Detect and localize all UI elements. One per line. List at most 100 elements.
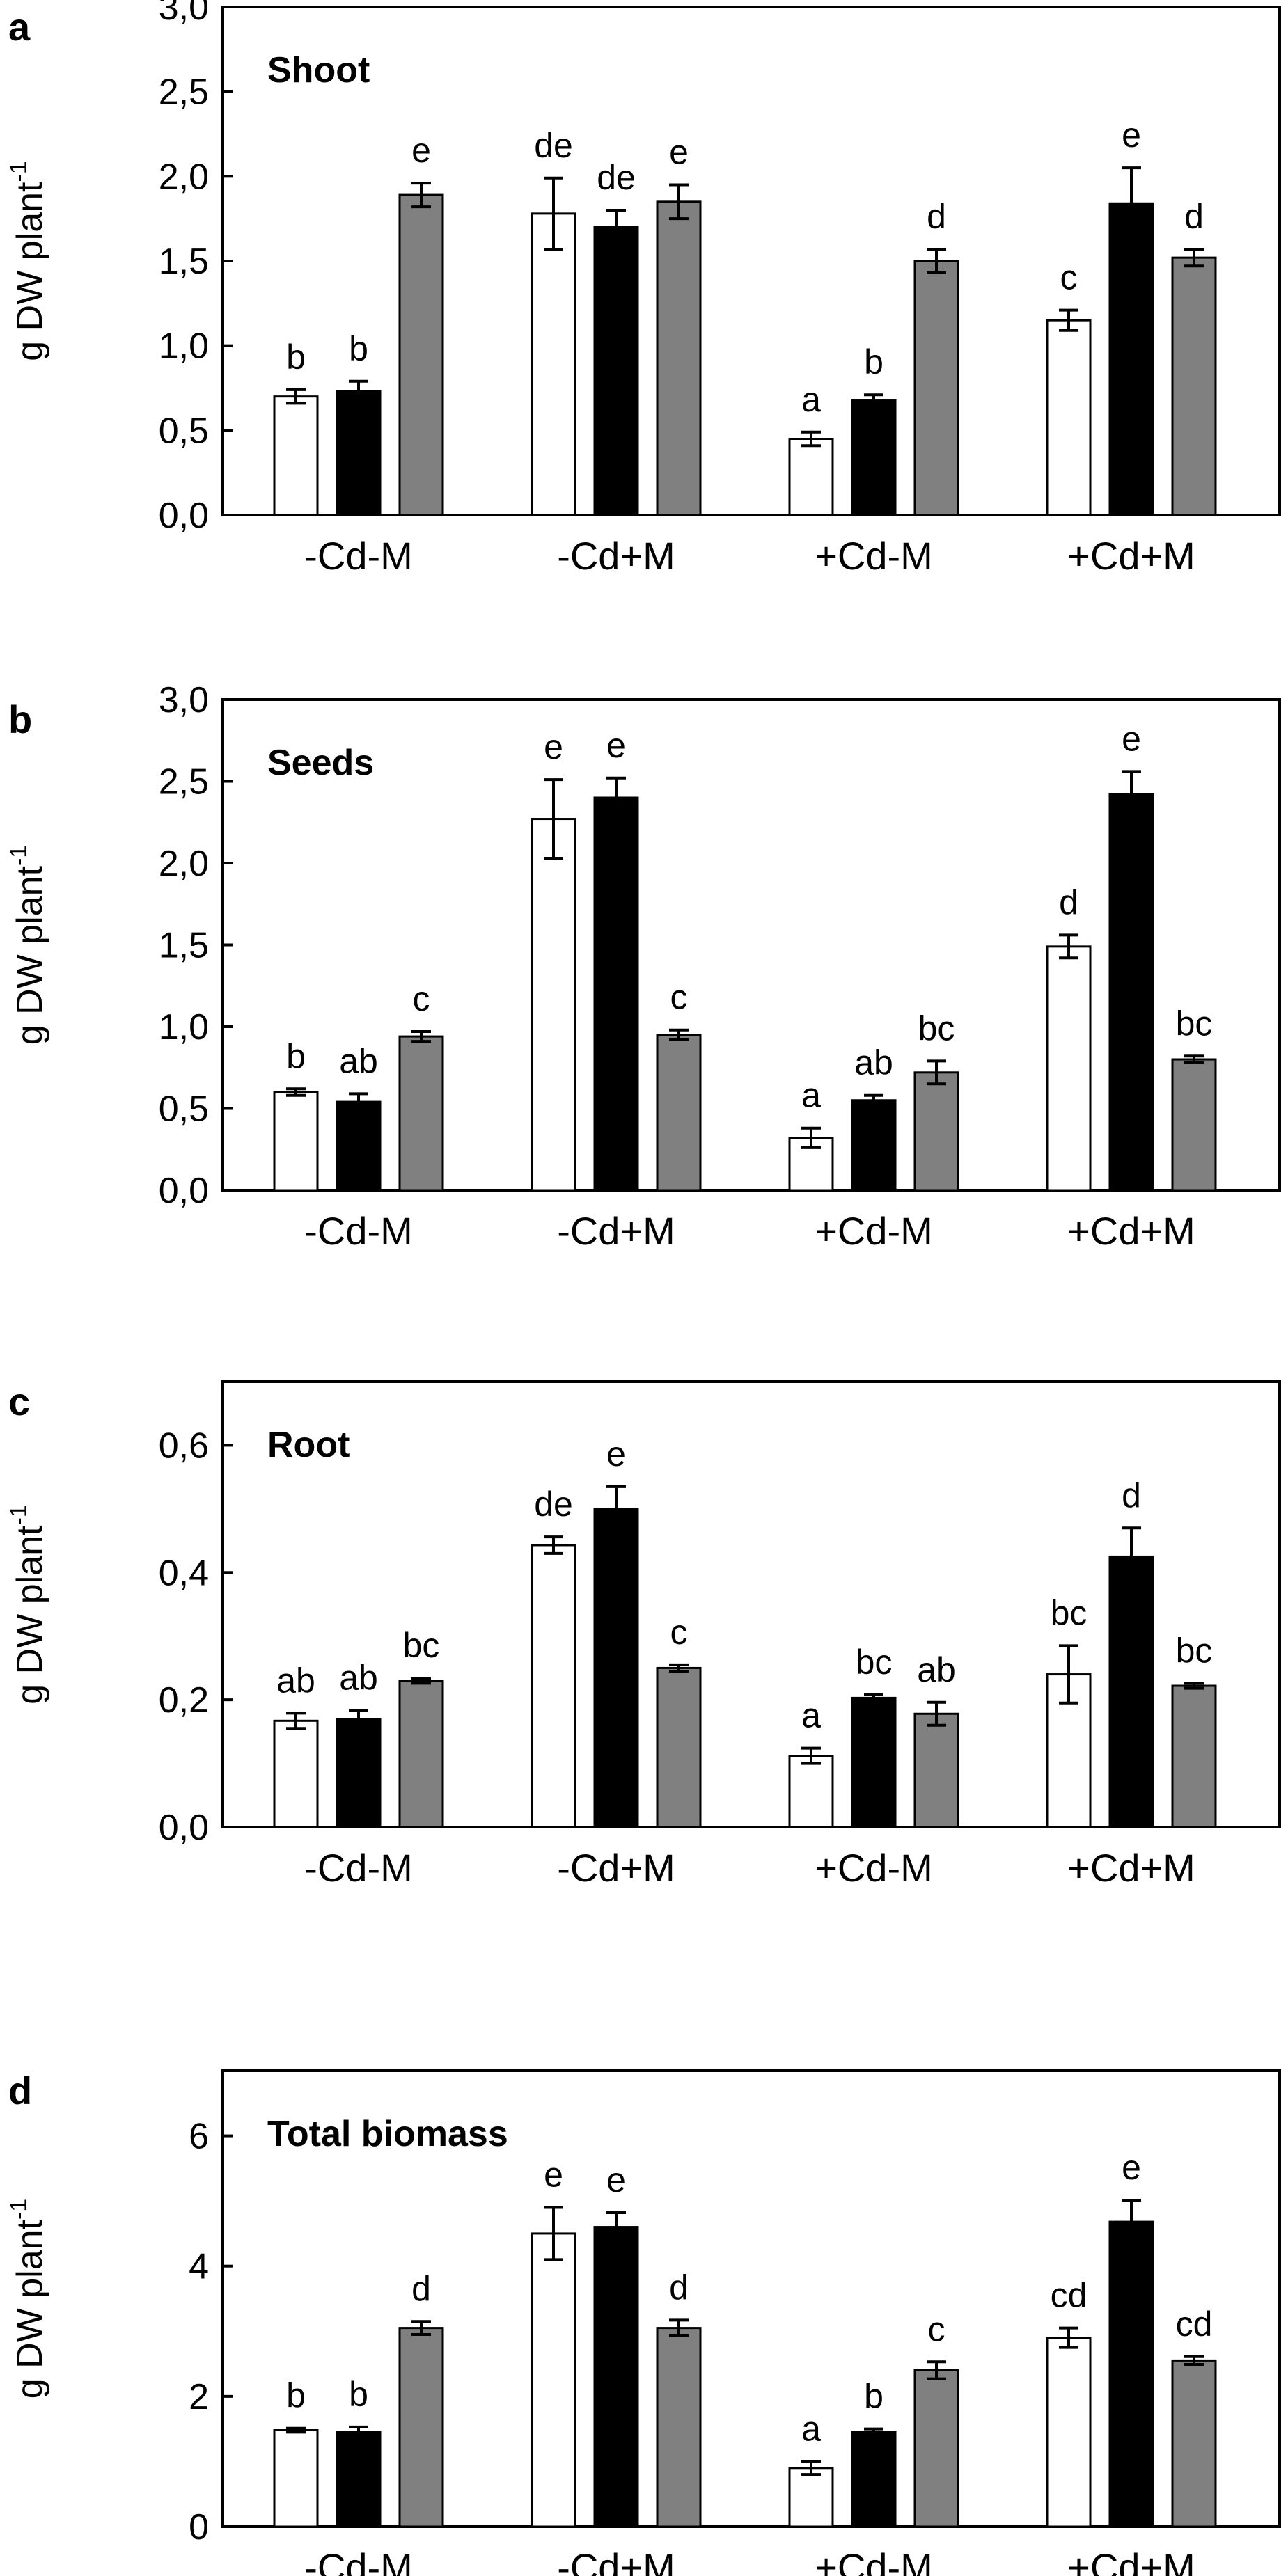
significance-label: a <box>801 1076 821 1115</box>
bar-black-+Cd-M <box>851 399 897 516</box>
y-axis-label-superscript: -1 <box>6 845 32 866</box>
y-tick-label: 2,0 <box>159 157 209 197</box>
y-tick-label: 0,0 <box>159 1808 209 1848</box>
bar-grey--Cd+M <box>656 200 702 516</box>
y-axis-label: g DW plant-1 <box>6 845 50 1045</box>
x-category-label: +Cd-M <box>815 534 933 578</box>
significance-label: b <box>349 329 368 368</box>
bar-white--Cd+M <box>531 818 576 1192</box>
bar-black-+Cd+M <box>1108 1555 1154 1828</box>
significance-label: e <box>606 1435 626 1473</box>
bar-black-+Cd-M <box>851 1696 897 1828</box>
y-tick-label: 1,0 <box>159 326 209 367</box>
x-category-label: +Cd-M <box>815 2545 933 2576</box>
y-tick-label: 0,5 <box>159 1089 209 1130</box>
y-tick-label: 4 <box>189 2247 209 2287</box>
bar-grey-+Cd-M <box>913 1712 959 1828</box>
significance-label: cd <box>1051 2276 1087 2315</box>
bar-grey--Cd+M <box>656 1666 702 1828</box>
bar-white-+Cd-M <box>788 1755 834 1828</box>
x-category-label: +Cd+M <box>1067 2545 1195 2576</box>
significance-label: d <box>1184 197 1204 236</box>
bar-black--Cd-M <box>336 1718 382 1828</box>
bar-white-+Cd-M <box>788 2467 834 2528</box>
significance-label: bc <box>1176 1631 1213 1670</box>
panel-title: Seeds <box>267 743 374 783</box>
y-tick-label: 0,0 <box>159 1171 209 1211</box>
significance-label: e <box>669 133 689 172</box>
significance-label: bc <box>1051 1593 1087 1632</box>
significance-label: c <box>413 979 430 1018</box>
significance-label: c <box>670 1613 688 1652</box>
bar-black--Cd+M <box>593 796 639 1192</box>
bar-grey-+Cd+M <box>1171 2359 1217 2528</box>
bar-white--Cd+M <box>531 1544 576 1828</box>
bar-white--Cd-M <box>273 1091 319 1192</box>
bar-black-+Cd+M <box>1108 2220 1154 2528</box>
panel-letter: a <box>8 5 31 49</box>
panel-c: c Root g DW plant-1 0,0 0,2 0,4 0,6 -Cd-M -Cd+M +… <box>6 1380 1281 1890</box>
y-tick-label: 0 <box>189 2507 209 2547</box>
significance-label: ab <box>917 1650 956 1689</box>
x-category-label: -Cd+M <box>557 2545 675 2576</box>
significance-label: ab <box>339 1659 378 1698</box>
bar-white--Cd+M <box>531 212 576 516</box>
bar-grey--Cd-M <box>398 193 444 516</box>
significance-label: a <box>801 380 821 419</box>
x-category-label: -Cd-M <box>304 1846 413 1890</box>
bar-grey-+Cd-M <box>913 2369 959 2528</box>
significance-label: c <box>928 2309 945 2348</box>
significance-label: a <box>801 1696 821 1735</box>
y-axis-label-text: g DW plant <box>10 2219 50 2399</box>
panel-letter: b <box>8 697 32 741</box>
y-tick-label: 6 <box>189 2117 209 2157</box>
y-axis-label: g DW plant-1 <box>6 1504 50 1704</box>
significance-label: bc <box>403 1626 440 1665</box>
y-axis-label-superscript: -1 <box>6 2199 32 2220</box>
significance-label: de <box>597 158 636 197</box>
y-tick-label: 0,5 <box>159 411 209 451</box>
x-category-label: -Cd+M <box>557 1846 675 1890</box>
significance-label: cd <box>1176 2305 1213 2344</box>
bar-white--Cd-M <box>273 395 319 516</box>
plot-frame <box>221 2069 1281 2528</box>
bar-grey--Cd-M <box>398 2327 444 2528</box>
significance-label: d <box>669 2268 689 2307</box>
bar-black--Cd-M <box>336 390 382 516</box>
significance-label: d <box>927 197 946 236</box>
x-category-label: -Cd+M <box>557 1209 675 1253</box>
significance-label: d <box>1059 883 1078 922</box>
x-category-label: +Cd-M <box>815 1846 933 1890</box>
x-category-label: +Cd+M <box>1067 1846 1195 1890</box>
bar-black--Cd+M <box>593 226 639 516</box>
bar-grey-+Cd+M <box>1171 1684 1217 1828</box>
panel-b: b Seeds g DW plant-1 0,0 0,5 1,0 1,5 2,0 2,5 3,0 -… <box>6 680 1281 1253</box>
significance-label: e <box>544 727 563 766</box>
bar-white-+Cd-M <box>788 438 834 516</box>
significance-label: b <box>864 2377 883 2416</box>
y-axis-label-text: g DW plant <box>10 182 50 361</box>
panel-a: a Shoot g DW plant-1 0,0 0,5 1,0 1,5 2,0 2,5 3,0 -… <box>6 0 1281 578</box>
significance-label: b <box>349 2375 368 2414</box>
panel-d: d Total biomass g DW plant-1 0 2 4 6 -Cd-M -Cd+M… <box>6 2069 1281 2576</box>
bar-black-+Cd+M <box>1108 793 1154 1192</box>
y-tick-label: 2,0 <box>159 844 209 884</box>
significance-label: ab <box>339 1041 378 1080</box>
x-category-label: -Cd-M <box>304 2545 413 2576</box>
bar-black--Cd-M <box>336 2431 382 2528</box>
significance-label: bc <box>918 1009 955 1048</box>
y-tick-label: 3,0 <box>159 680 209 720</box>
bar-black-+Cd-M <box>851 1099 897 1192</box>
panel-letter: c <box>8 1380 30 1423</box>
significance-label: d <box>411 2269 431 2308</box>
bar-white--Cd+M <box>531 2232 576 2528</box>
significance-label: b <box>286 338 306 377</box>
bar-white-+Cd+M <box>1046 945 1092 1192</box>
y-tick-label: 2 <box>189 2377 209 2417</box>
x-category-label: +Cd-M <box>815 1209 933 1253</box>
y-tick-label: 2,5 <box>159 762 209 803</box>
significance-label: d <box>1122 1476 1141 1515</box>
y-tick-label: 0,6 <box>159 1425 209 1466</box>
significance-label: e <box>1122 2148 1141 2187</box>
